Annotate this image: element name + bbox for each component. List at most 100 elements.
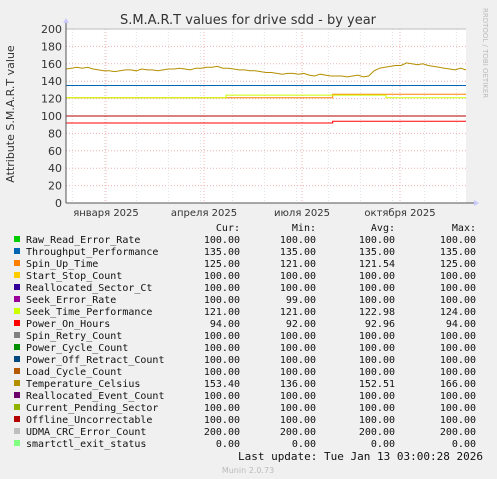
legend-name-reallocated-sector-ct: Reallocated_Sector_Ct: [26, 283, 152, 294]
legend-swatch-spin-retry-count: [14, 332, 20, 338]
legend-swatch-start-stop-count: [14, 272, 20, 278]
legend-avg-seek-error-rate: 100.00: [359, 295, 395, 306]
legend-cur-raw-read-error-rate: 100.00: [204, 235, 240, 246]
legend-min-seek-time-performance: 121.00: [280, 307, 316, 318]
legend-name-raw-read-error-rate: Raw_Read_Error_Rate: [26, 235, 140, 246]
legend-max-offline-uncorrectable: 100.00: [440, 415, 476, 426]
x-tick-label: июля 2025: [274, 208, 330, 219]
legend-max-load-cycle-count: 100.00: [440, 367, 476, 378]
legend-name-throughput-performance: Throughput_Performance: [26, 247, 158, 258]
legend-min-power-on-hours: 92.00: [286, 319, 316, 330]
legend-max-smartctl-exit-status: 0.00: [452, 439, 476, 450]
legend-avg-temperature-celsius: 152.51: [359, 379, 395, 390]
legend-name-reallocated-event-count: Reallocated_Event_Count: [26, 391, 164, 402]
x-tick-label: апреля 2025: [171, 208, 237, 219]
legend-max-throughput-performance: 135.00: [440, 247, 476, 258]
legend-name-power-cycle-count: Power_Cycle_Count: [26, 343, 128, 354]
legend-cur-current-pending-sector: 100.00: [204, 403, 240, 414]
legend-swatch-raw-read-error-rate: [14, 236, 20, 242]
legend-cur-spin-retry-count: 100.00: [204, 331, 240, 342]
legend-cur-spin-up-time: 125.00: [204, 259, 240, 270]
legend-swatch-power-on-hours: [14, 320, 20, 326]
legend-max-power-on-hours: 94.00: [446, 319, 476, 330]
legend-min-load-cycle-count: 100.00: [280, 367, 316, 378]
y-axis-label: Attribute S.M.A.R.T value: [4, 45, 17, 183]
legend-name-temperature-celsius: Temperature_Celsius: [26, 379, 140, 390]
legend-avg-load-cycle-count: 100.00: [359, 367, 395, 378]
y-tick-label: 100: [41, 110, 62, 123]
legend-swatch-power-cycle-count: [14, 344, 20, 350]
legend-cur-smartctl-exit-status: 0.00: [216, 439, 240, 450]
legend-name-current-pending-sector: Current_Pending_Sector: [26, 403, 158, 414]
legend-max-reallocated-event-count: 100.00: [440, 391, 476, 402]
legend-avg-spin-retry-count: 100.00: [359, 331, 395, 342]
side-watermark: RRDTOOL / TOBI OETIKER: [481, 8, 489, 98]
y-tick-label: 160: [41, 58, 62, 71]
chart-title: S.M.A.R.T values for drive sdd - by year: [120, 13, 377, 28]
legend-cur-power-on-hours: 94.00: [210, 319, 240, 330]
series-line-seek-time-performance: [66, 94, 466, 99]
legend-swatch-throughput-performance: [14, 248, 20, 254]
legend-name-offline-uncorrectable: Offline_Uncorrectable: [26, 415, 152, 426]
legend-min-throughput-performance: 135.00: [280, 247, 316, 258]
legend-max-raw-read-error-rate: 100.00: [440, 235, 476, 246]
legend-swatch-seek-error-rate: [14, 296, 20, 302]
legend-cur-seek-error-rate: 100.00: [204, 295, 240, 306]
legend-name-load-cycle-count: Load_Cycle_Count: [26, 367, 122, 378]
legend-name-power-on-hours: Power_On_Hours: [26, 319, 110, 330]
legend-name-seek-error-rate: Seek_Error_Rate: [26, 295, 116, 306]
legend-cur-udma-crc-error-count: 200.00: [204, 427, 240, 438]
legend-min-temperature-celsius: 136.00: [280, 379, 316, 390]
legend-avg-power-on-hours: 92.96: [365, 319, 395, 330]
legend-name-udma-crc-error-count: UDMA_CRC_Error_Count: [26, 427, 146, 438]
last-update: Last update: Tue Jan 13 03:00:28 2026: [238, 450, 483, 463]
legend-max-seek-time-performance: 124.00: [440, 307, 476, 318]
legend-min-current-pending-sector: 100.00: [280, 403, 316, 414]
legend-avg-seek-time-performance: 122.98: [359, 307, 395, 318]
y-tick-label: 120: [41, 93, 62, 106]
legend-min-power-cycle-count: 100.00: [280, 343, 316, 354]
legend-max-spin-retry-count: 100.00: [440, 331, 476, 342]
legend-avg-raw-read-error-rate: 100.00: [359, 235, 395, 246]
legend-min-spin-retry-count: 100.00: [280, 331, 316, 342]
legend-swatch-spin-up-time: [14, 260, 20, 266]
legend-max-udma-crc-error-count: 200.00: [440, 427, 476, 438]
legend-swatch-reallocated-sector-ct: [14, 284, 20, 290]
legend-max-temperature-celsius: 166.00: [440, 379, 476, 390]
legend-header-min: Min:: [292, 223, 316, 234]
legend-swatch-power-off-retract-count: [14, 356, 20, 362]
legend-max-reallocated-sector-ct: 100.00: [440, 283, 476, 294]
legend-min-raw-read-error-rate: 100.00: [280, 235, 316, 246]
legend-name-seek-time-performance: Seek_Time_Performance: [26, 307, 152, 318]
legend-avg-start-stop-count: 100.00: [359, 271, 395, 282]
legend-cur-throughput-performance: 135.00: [204, 247, 240, 258]
legend-max-power-off-retract-count: 100.00: [440, 355, 476, 366]
legend-avg-spin-up-time: 121.54: [359, 259, 395, 270]
legend-name-smartctl-exit-status: smartctl_exit_status: [26, 439, 146, 450]
legend-max-spin-up-time: 125.00: [440, 259, 476, 270]
legend-avg-smartctl-exit-status: 0.00: [371, 439, 395, 450]
legend-name-power-off-retract-count: Power_Off_Retract_Count: [26, 355, 164, 366]
legend-header-max: Max:: [452, 223, 476, 234]
y-tick-label: 180: [41, 40, 62, 53]
y-tick-label: 200: [41, 23, 62, 36]
y-tick-label: 20: [48, 180, 62, 193]
legend-avg-reallocated-sector-ct: 100.00: [359, 283, 395, 294]
legend-swatch-seek-time-performance: [14, 308, 20, 314]
legend-swatch-load-cycle-count: [14, 368, 20, 374]
legend-header-avg: Avg:: [371, 223, 395, 234]
legend-name-spin-up-time: Spin_Up_Time: [26, 259, 98, 270]
legend-min-start-stop-count: 100.00: [280, 271, 316, 282]
x-tick-label: января 2025: [73, 208, 139, 219]
legend-cur-seek-time-performance: 121.00: [204, 307, 240, 318]
legend-cur-offline-uncorrectable: 100.00: [204, 415, 240, 426]
y-tick-label: 40: [48, 162, 62, 175]
legend-min-spin-up-time: 121.00: [280, 259, 316, 270]
legend-cur-load-cycle-count: 100.00: [204, 367, 240, 378]
legend-swatch-udma-crc-error-count: [14, 428, 20, 434]
legend-min-power-off-retract-count: 100.00: [280, 355, 316, 366]
legend-max-start-stop-count: 100.00: [440, 271, 476, 282]
legend-avg-power-cycle-count: 100.00: [359, 343, 395, 354]
legend-header-cur: Cur:: [216, 223, 240, 234]
